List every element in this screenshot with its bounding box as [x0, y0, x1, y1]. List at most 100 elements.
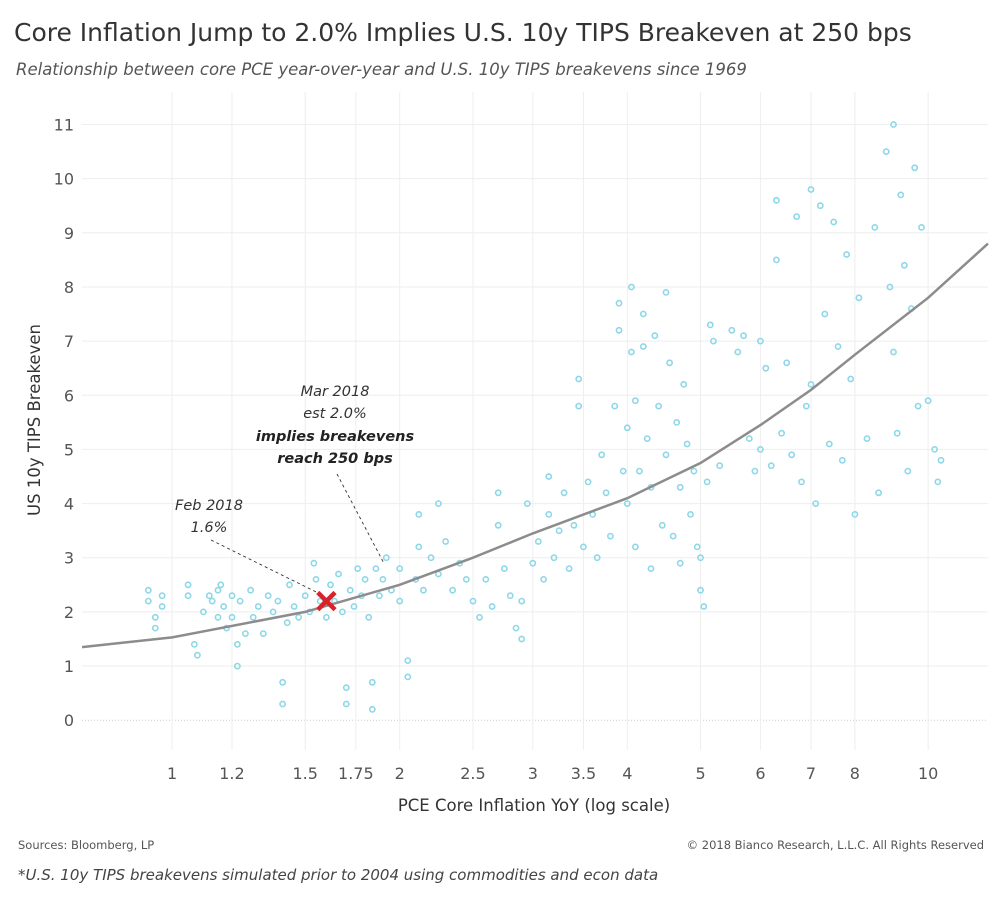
data-point — [269, 608, 277, 616]
data-point — [346, 586, 354, 594]
data-point — [914, 402, 922, 410]
data-point — [931, 445, 938, 453]
data-point — [655, 402, 662, 410]
data-point — [937, 456, 945, 464]
data-point — [354, 565, 362, 572]
data-point — [934, 478, 942, 486]
data-point — [690, 467, 698, 475]
data-point — [151, 624, 159, 632]
trend-line — [81, 242, 989, 649]
mar-2018-label: Mar 2018 — [301, 384, 370, 400]
data-point — [863, 435, 871, 442]
x-tick-label: 1 — [167, 764, 177, 783]
data-point — [615, 299, 623, 307]
data-point — [575, 402, 583, 410]
data-point — [301, 592, 309, 600]
data-point — [205, 592, 213, 600]
data-point — [676, 483, 684, 491]
data-point — [619, 467, 627, 475]
data-point — [506, 592, 514, 600]
y-tick-label: 4 — [64, 495, 74, 514]
data-point — [518, 635, 526, 643]
feb-2018-value: 1.6% — [191, 520, 228, 536]
x-tick-labels: 1 1.2 1.5 1.75 2 2.5 3 3.5 4 5 6 7 8 10 — [167, 764, 938, 783]
data-point — [602, 489, 610, 497]
data-point — [279, 700, 286, 708]
data-point — [751, 467, 759, 475]
data-point — [368, 678, 376, 686]
data-point — [855, 294, 863, 302]
simulation-footnote: *U.S. 10y TIPS breakevens simulated prio… — [18, 866, 659, 884]
data-point — [843, 251, 850, 258]
data-point — [598, 451, 606, 459]
data-point — [540, 576, 547, 583]
data-point — [415, 511, 423, 518]
y-tick-label: 7 — [64, 332, 74, 351]
data-point — [666, 359, 673, 367]
data-point — [462, 576, 470, 583]
data-point — [697, 554, 704, 562]
x-tick-label: 1.5 — [293, 764, 318, 783]
mar-2018-target: reach 250 bps — [277, 451, 393, 467]
data-point — [241, 630, 249, 637]
data-point — [687, 511, 694, 518]
data-point — [228, 592, 236, 600]
data-point — [220, 603, 228, 610]
data-point — [697, 586, 704, 594]
x-tick-label: 7 — [806, 764, 816, 783]
feb-2018-leader-line — [210, 539, 323, 596]
data-point — [274, 597, 282, 605]
x-tick-label: 4 — [622, 764, 632, 783]
data-point — [847, 375, 855, 383]
data-point — [623, 500, 631, 507]
data-point — [286, 581, 293, 589]
data-point — [767, 462, 775, 470]
data-point — [322, 613, 330, 621]
data-point — [151, 613, 159, 621]
y-tick-label: 8 — [64, 278, 74, 297]
data-point — [703, 478, 711, 486]
x-tick-label: 1.2 — [219, 764, 244, 783]
data-point — [193, 651, 201, 659]
data-point — [728, 326, 736, 334]
data-point — [643, 435, 651, 442]
data-point — [628, 283, 635, 291]
data-point — [636, 467, 643, 475]
data-point — [821, 310, 829, 318]
data-point — [482, 576, 490, 583]
feb-2018-label: Feb 2018 — [175, 498, 243, 514]
annotations: Feb 2018 1.6% Mar 2018 est 2.0% implies … — [175, 384, 415, 612]
data-point — [217, 581, 225, 589]
x-tick-label: 2.5 — [460, 764, 485, 783]
y-tick-label: 0 — [64, 711, 74, 730]
x-tick-label: 5 — [695, 764, 705, 783]
data-point — [565, 565, 573, 572]
data-point — [342, 700, 350, 708]
y-tick-label: 1 — [64, 657, 74, 676]
data-point — [247, 586, 254, 594]
data-point — [788, 451, 796, 459]
data-point — [494, 489, 502, 497]
data-point — [683, 440, 691, 448]
data-point — [427, 554, 435, 562]
data-point — [904, 467, 912, 475]
data-point — [361, 576, 369, 583]
data-point — [662, 451, 670, 459]
y-tick-label: 2 — [64, 603, 74, 622]
data-point — [632, 543, 639, 551]
data-point — [534, 538, 542, 545]
data-point — [716, 462, 724, 470]
data-point — [494, 521, 502, 529]
mar-2018-implication: implies breakevens — [256, 429, 415, 445]
data-point — [518, 597, 526, 605]
y-tick-label: 9 — [64, 224, 74, 243]
y-tick-label: 3 — [64, 549, 74, 568]
data-point — [762, 364, 770, 372]
data-point — [259, 630, 267, 637]
data-point — [871, 223, 879, 231]
data-point — [350, 603, 358, 610]
data-point — [415, 543, 423, 551]
data-point — [208, 597, 216, 605]
data-point — [700, 603, 708, 610]
data-point — [924, 397, 932, 405]
